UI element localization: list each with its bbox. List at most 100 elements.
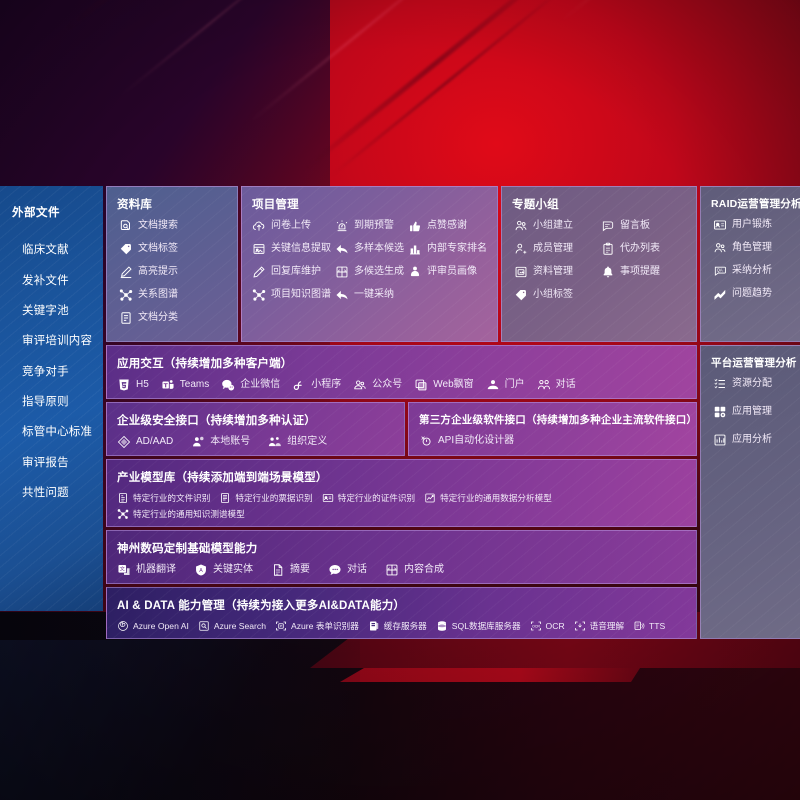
item-azure-open-ai[interactable]: Azure Open AI [117, 620, 189, 632]
item-industry-receipt-recognition[interactable]: 特定行业的票据识别 [219, 492, 313, 504]
item-tts[interactable]: TTS [633, 620, 665, 632]
sidebar-item-guidelines[interactable]: 指导原则 [22, 396, 69, 409]
id-card-icon [322, 492, 334, 504]
item-role-management[interactable]: 角色管理 [711, 241, 795, 255]
panel-industry-model-library: 产业模型库（持续添加端到端场景模型） 特定行业的文件识别 特定行业的票据识别 [106, 459, 697, 527]
item-issue-trend[interactable]: 问题趋势 [711, 287, 795, 301]
item-machine-translation[interactable]: 文 机器翻译 [117, 563, 176, 577]
base-model-items: 文 机器翻译 A 关键实体 摘要 对话 [117, 563, 686, 577]
sidebar-item-standards-center[interactable]: 标管中心标准 [22, 426, 93, 439]
item-teams[interactable]: Teams [161, 378, 209, 392]
sidebar-item-review-training[interactable]: 审评培训内容 [22, 335, 93, 348]
item-member-management[interactable]: 成员管理 [512, 242, 597, 256]
item-document-tag[interactable]: 文档标签 [117, 242, 227, 256]
svg-text:QA: QA [717, 268, 723, 273]
item-ad-aad[interactable]: AD/AAD [117, 435, 173, 449]
item-h5[interactable]: H5 [117, 378, 149, 392]
item-application-analysis[interactable]: 应用分析 [711, 433, 795, 447]
item-label: Web飘窗 [433, 379, 474, 390]
item-industry-id-recognition[interactable]: 特定行业的证件识别 [322, 492, 415, 504]
item-label: 内容合成 [404, 564, 444, 575]
item-label: 成员管理 [533, 243, 573, 254]
org-define-icon [268, 435, 282, 449]
item-label: 采纳分析 [732, 265, 772, 276]
panel-title-industry-model-library: 产业模型库（持续添加端到端场景模型） [117, 472, 328, 484]
item-document-search[interactable]: 文档搜索 [117, 219, 227, 233]
item-label: Azure Open AI [133, 620, 189, 631]
item-one-click-adopt[interactable]: 一键采纳 [335, 288, 404, 302]
item-official-account[interactable]: 公众号 [353, 378, 402, 392]
item-key-entity[interactable]: A 关键实体 [194, 563, 253, 577]
item-cache-server[interactable]: 缓存服务器 [368, 620, 427, 632]
item-multi-candidate-generate[interactable]: 多候选生成 [335, 265, 404, 279]
item-label: 应用管理 [732, 406, 772, 417]
item-highlight-hint[interactable]: 高亮提示 [117, 265, 227, 279]
item-todo-list[interactable]: 代办列表 [601, 242, 686, 256]
item-internal-expert-ranking[interactable]: 内部专家排名 [408, 242, 487, 256]
panel-platform-operations: 平台运营管理分析 资源分配 应用管理 应用分析 [700, 345, 800, 639]
document-search-icon [119, 219, 133, 233]
item-label: 多候选生成 [354, 266, 404, 277]
item-project-knowledge-graph[interactable]: 项目知识图谱 [252, 288, 331, 302]
item-summary[interactable]: 摘要 [271, 563, 310, 577]
item-label: 小组建立 [533, 220, 573, 231]
person-manage-icon [514, 242, 528, 256]
item-label: API自动化设计器 [438, 435, 515, 446]
teams-icon [161, 378, 175, 392]
item-expiry-alert[interactable]: 到期预警 [335, 219, 404, 233]
item-adoption-analysis[interactable]: QA 采纳分析 [711, 264, 795, 278]
item-message-board[interactable]: 留言板 [601, 219, 686, 233]
item-resource-allocation[interactable]: 资源分配 [711, 377, 795, 391]
raid-items: 用户锻炼 角色管理 QA 采纳分析 问题趋势 [711, 218, 795, 301]
sidebar-item-review-report[interactable]: 审评报告 [22, 456, 69, 469]
portal-icon [486, 378, 500, 392]
item-sql-database-server[interactable]: SQL数据库服务器 [436, 620, 521, 632]
sidebar-item-competitors[interactable]: 竞争对手 [22, 365, 69, 378]
item-reply-library-maintain[interactable]: 回复库维护 [252, 265, 331, 279]
sidebar-item-keyword-pool[interactable]: 关键字池 [22, 304, 69, 317]
item-org-definition[interactable]: 组织定义 [268, 435, 327, 449]
panel-title-raid-analysis: RAID运营管理分析 [711, 198, 800, 210]
item-mini-program[interactable]: 小程序 [292, 378, 341, 392]
web-popup-icon [414, 378, 428, 392]
item-portal[interactable]: 门户 [486, 378, 525, 392]
item-wechat-work[interactable]: 企业微信 [221, 378, 280, 392]
item-like-thanks[interactable]: 点赞感谢 [408, 219, 487, 233]
item-azure-search[interactable]: Azure Search [198, 620, 266, 632]
item-label: 问卷上传 [271, 220, 311, 231]
item-reviewer-portrait[interactable]: 评审员画像 [408, 265, 487, 279]
item-api-auto-designer[interactable]: API自动化设计器 [419, 434, 514, 448]
item-material-management[interactable]: 资料管理 [512, 265, 597, 279]
background-bottom-wedge-3 [0, 640, 360, 800]
item-group-create[interactable]: 小组建立 [512, 219, 597, 233]
item-user-profile-analysis[interactable]: 用户锻炼 [711, 218, 795, 232]
item-industry-file-recognition[interactable]: 特定行业的文件识别 [117, 492, 210, 504]
item-speech-understanding[interactable]: 语音理解 [574, 620, 624, 632]
item-ocr[interactable]: OCR OCR [530, 620, 565, 632]
item-document-category[interactable]: 文档分类 [117, 311, 227, 325]
item-key-info-extract[interactable]: 关键信息提取 [252, 242, 331, 256]
item-local-account[interactable]: 本地账号 [191, 435, 250, 449]
sidebar-item-clinical-literature[interactable]: 临床文献 [22, 244, 69, 257]
item-group-tag[interactable]: 小组标签 [512, 288, 597, 302]
sidebar-item-common-issues[interactable]: 共性问题 [22, 487, 69, 500]
item-dialog-base[interactable]: 对话 [328, 563, 367, 577]
item-label: 企业微信 [240, 379, 281, 390]
item-industry-knowledge-graph-model[interactable]: 特定行业的通用知识测谱模型 [117, 508, 245, 520]
item-industry-data-analysis-model[interactable]: 特定行业的通用数据分析模型 [424, 492, 552, 504]
sidebar-item-supplement-docs[interactable]: 发补文件 [22, 274, 69, 287]
item-label: 门户 [504, 379, 525, 390]
item-event-reminder[interactable]: 事项提醒 [601, 265, 686, 279]
item-questionnaire-upload[interactable]: 问卷上传 [252, 219, 331, 233]
item-application-management[interactable]: 应用管理 [711, 405, 795, 419]
item-dialog[interactable]: 对话 [537, 378, 576, 392]
openai-spiral-icon [117, 620, 129, 632]
item-azure-form-recognizer[interactable]: Azure 表单识别器 [275, 620, 359, 632]
item-label: 高亮提示 [138, 266, 178, 277]
item-label: 摘要 [290, 564, 310, 575]
item-content-synthesis[interactable]: 内容合成 [385, 563, 444, 577]
item-multi-sample-candidates[interactable]: 多样本候选 [335, 242, 404, 256]
ai-data-items: Azure Open AI Azure Search Azure 表单识别器 [117, 620, 686, 632]
item-web-popup[interactable]: Web飘窗 [414, 378, 474, 392]
item-relation-graph[interactable]: 关系图谱 [117, 288, 227, 302]
